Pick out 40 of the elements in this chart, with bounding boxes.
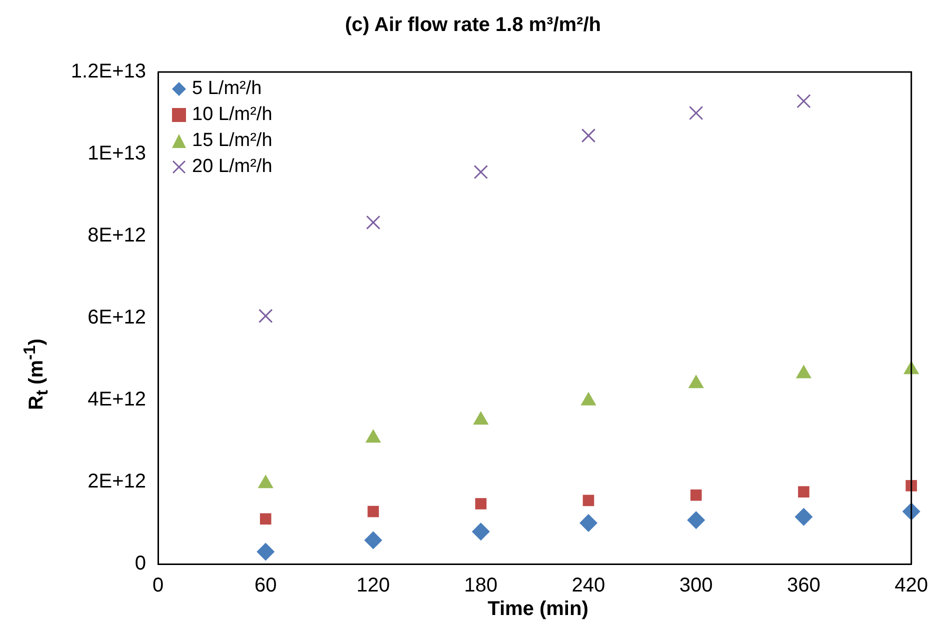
point: [475, 498, 487, 510]
point: [474, 164, 488, 180]
point: [796, 94, 811, 108]
point: [579, 514, 598, 532]
x-tick-label: 300: [679, 574, 713, 597]
x-tick-label: 420: [894, 574, 928, 597]
point: [260, 513, 272, 525]
point: [687, 511, 706, 530]
y-tick-label: 6E+12: [88, 306, 146, 329]
point: [798, 486, 810, 498]
y-tick-label: 1E+13: [88, 142, 146, 165]
y-tick-label: 8E+12: [88, 224, 146, 247]
point: [906, 480, 917, 492]
x-tick-label: 120: [356, 574, 390, 597]
x-tick-label: 60: [254, 574, 277, 597]
point: [258, 308, 273, 324]
x-tick-label: 180: [464, 574, 498, 597]
point: [364, 531, 382, 550]
point: [256, 542, 275, 561]
point: [582, 494, 594, 506]
y-tick-label: 0: [134, 552, 146, 575]
legend-label: 5 L/m²/h: [192, 78, 262, 100]
point: [472, 522, 490, 541]
point: [366, 215, 380, 230]
point: [581, 128, 596, 143]
point: [794, 508, 813, 526]
x-tick-label: 0: [152, 574, 164, 597]
legend-label: 20 L/m²/h: [192, 156, 272, 178]
x-tick-label: 360: [787, 574, 820, 597]
y-tick-label: 1.2E+13: [70, 60, 146, 83]
legend-label: 10 L/m²/h: [192, 104, 272, 126]
legend-label: 15 L/m²/h: [192, 130, 272, 152]
point: [690, 489, 702, 501]
x-tick-label: 240: [572, 574, 606, 597]
point: [688, 106, 704, 120]
chart-title: (c) Air flow rate 1.8 m³/m²/h: [344, 14, 602, 37]
x-axis-title: Time (min): [486, 598, 590, 621]
point: [368, 506, 379, 518]
y-tick-label: 2E+12: [88, 470, 146, 493]
y-tick-label: 4E+12: [88, 388, 146, 411]
